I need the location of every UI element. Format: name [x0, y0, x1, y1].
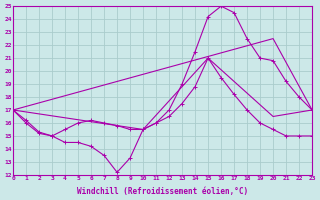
X-axis label: Windchill (Refroidissement éolien,°C): Windchill (Refroidissement éolien,°C) [77, 187, 248, 196]
